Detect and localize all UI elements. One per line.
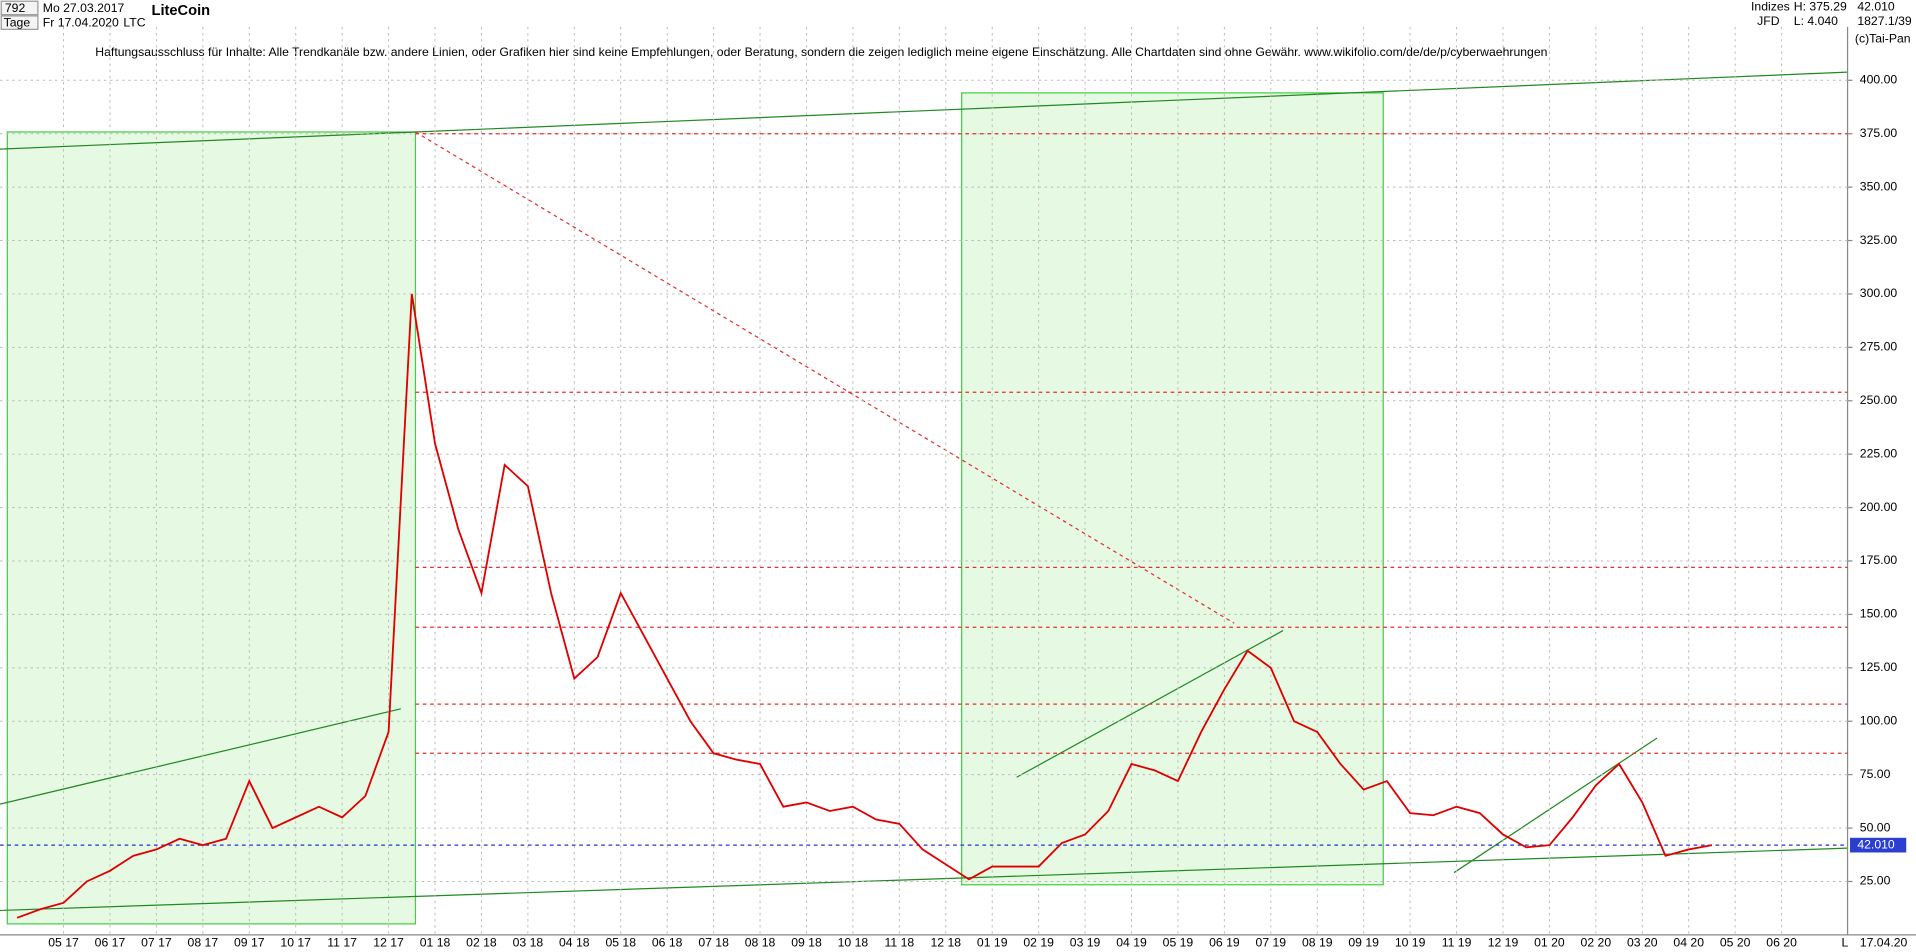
y-tick-label: 250.00 — [1860, 393, 1898, 407]
x-tick-label: 12 18 — [930, 936, 961, 950]
x-tick-label: 05 19 — [1163, 936, 1194, 950]
footer-mode: L — [1841, 936, 1848, 950]
x-tick-label: 07 19 — [1256, 936, 1287, 950]
x-tick-label: 02 20 — [1581, 936, 1612, 950]
y-tick-label: 50.00 — [1860, 820, 1891, 834]
y-tick-label: 100.00 — [1860, 713, 1898, 727]
counter: 1827.1/39 — [1857, 14, 1912, 28]
y-tick-label: 275.00 — [1860, 340, 1898, 354]
x-tick-label: 03 18 — [513, 936, 544, 950]
x-tick-label: 01 18 — [420, 936, 451, 950]
x-tick-label: 08 19 — [1302, 936, 1333, 950]
end-date: Fr 17.04.2020 — [43, 15, 119, 29]
x-tick-label: 09 18 — [791, 936, 822, 950]
y-tick-label: 150.00 — [1860, 607, 1898, 621]
x-tick-label: 11 18 — [885, 936, 915, 950]
source: JFD — [1757, 14, 1780, 28]
x-tick-label: 06 18 — [652, 936, 683, 950]
x-tick-label: 05 18 — [605, 936, 636, 950]
x-tick-label: 04 18 — [559, 936, 590, 950]
x-tick-label: 04 20 — [1673, 936, 1704, 950]
x-tick-label: 05 20 — [1720, 936, 1751, 950]
x-tick-label: 10 18 — [838, 936, 869, 950]
x-tick-label: 01 20 — [1534, 936, 1565, 950]
y-tick-label: 200.00 — [1860, 500, 1898, 514]
x-tick-label: 03 20 — [1627, 936, 1658, 950]
x-tick-label: 07 18 — [698, 936, 729, 950]
start-date: Mo 27.03.2017 — [43, 1, 125, 15]
x-tick-label: 06 19 — [1209, 936, 1240, 950]
analysis-box — [6, 131, 417, 925]
y-tick-label: 375.00 — [1860, 126, 1898, 140]
trend-line — [0, 131, 416, 150]
trend-line — [415, 131, 1235, 624]
x-tick-label: 08 18 — [745, 936, 776, 950]
y-tick-label: 350.00 — [1860, 179, 1898, 193]
current-badge — [1850, 837, 1907, 853]
copyright: (c)Tai-Pan — [1855, 31, 1911, 45]
y-tick-label: 400.00 — [1860, 73, 1898, 87]
y-tick-label: 225.00 — [1860, 446, 1898, 460]
x-tick-label: 06 20 — [1766, 936, 1797, 950]
symbol: LTC — [123, 15, 145, 29]
x-tick-label: 07 17 — [141, 936, 172, 950]
analysis-box — [961, 92, 1384, 886]
trend-line — [1453, 737, 1658, 874]
y-tick-label: 300.00 — [1860, 286, 1898, 300]
x-tick-label: 03 19 — [1070, 936, 1101, 950]
x-tick-label: 02 18 — [466, 936, 497, 950]
x-tick-label: 11 19 — [1442, 936, 1472, 950]
trend-line — [0, 708, 401, 805]
y-tick-label: 175.00 — [1860, 553, 1898, 567]
x-tick-label: 05 17 — [48, 936, 79, 950]
x-tick-label: 06 17 — [95, 936, 126, 950]
high: H: 375.29 — [1794, 0, 1847, 14]
x-tick-label: 09 17 — [234, 936, 265, 950]
price-line — [16, 293, 1713, 919]
period: Tage — [4, 15, 31, 29]
x-tick-label: 01 19 — [977, 936, 1008, 950]
period-box[interactable] — [0, 15, 39, 30]
y-tick-label: 75.00 — [1860, 767, 1891, 781]
x-tick-label: 12 19 — [1488, 936, 1519, 950]
trend-line — [0, 847, 1848, 912]
count: 792 — [5, 1, 26, 15]
x-tick-label: 10 17 — [280, 936, 311, 950]
y-tick-label: 25.00 — [1860, 874, 1891, 888]
x-tick-label: 04 19 — [1116, 936, 1147, 950]
x-tick-label: 12 17 — [373, 936, 404, 950]
market: Indizes — [1751, 0, 1790, 14]
x-tick-label: 11 17 — [327, 936, 357, 950]
x-tick-label: 10 19 — [1395, 936, 1426, 950]
y-tick-label: 125.00 — [1860, 660, 1898, 674]
chart-title: LiteCoin — [152, 3, 211, 19]
current-label: 42.010 — [1857, 837, 1895, 851]
count-box[interactable] — [0, 0, 39, 16]
x-tick-label: 02 19 — [1023, 936, 1054, 950]
x-tick-label: 08 17 — [188, 936, 219, 950]
disclaimer: Haftungsausschluss für Inhalte: Alle Tre… — [95, 45, 1547, 59]
footer-date: 17.04.20 — [1860, 936, 1908, 950]
x-tick-label: 09 19 — [1348, 936, 1379, 950]
y-tick-label: 325.00 — [1860, 233, 1898, 247]
last: 42.010 — [1857, 0, 1895, 14]
low: L: 4.040 — [1794, 14, 1838, 28]
